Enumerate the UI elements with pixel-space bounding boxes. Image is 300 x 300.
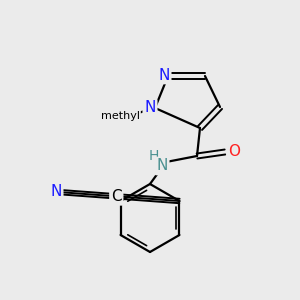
Text: H: H xyxy=(149,149,159,163)
Text: N: N xyxy=(144,100,156,116)
Text: N: N xyxy=(50,184,62,199)
Text: N: N xyxy=(156,158,168,173)
Text: N: N xyxy=(158,68,170,82)
Text: O: O xyxy=(228,145,240,160)
Text: C: C xyxy=(111,189,122,204)
Text: methyl: methyl xyxy=(100,111,140,121)
